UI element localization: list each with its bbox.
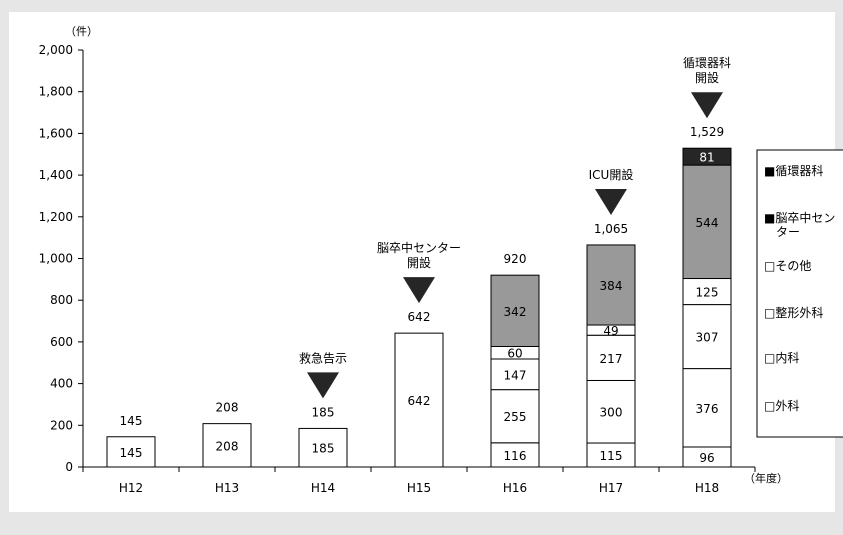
event-marker-triangle <box>307 372 339 399</box>
data-label: 145 <box>120 446 143 460</box>
y-tick-label: 800 <box>50 293 73 307</box>
data-label: 255 <box>504 410 527 424</box>
y-axis-unit: （件） <box>65 25 98 38</box>
data-label: 115 <box>600 449 623 463</box>
y-tick-label: 200 <box>50 418 73 432</box>
bar-segment <box>682 304 732 370</box>
x-tick-label: H14 <box>311 481 335 495</box>
x-axis-unit: （年度） <box>744 471 788 485</box>
bar-segment <box>394 332 444 468</box>
data-label: 125 <box>696 286 719 300</box>
total-label: 185 <box>312 405 335 419</box>
event-marker-triangle <box>403 277 435 304</box>
data-label: 116 <box>504 449 527 463</box>
event-annotation: 救急告示 <box>299 350 347 365</box>
legend-entry: □内科 <box>764 351 799 365</box>
data-label: 60 <box>507 347 522 361</box>
bar-segment <box>682 147 732 166</box>
bar-segment <box>682 278 732 306</box>
x-tick-label: H16 <box>503 481 527 495</box>
y-tick-label: 1,800 <box>39 85 73 99</box>
x-tick-label: H17 <box>599 481 623 495</box>
x-tick-label: H18 <box>695 481 719 495</box>
bar-segment <box>586 334 636 381</box>
x-tick-label: H12 <box>119 481 143 495</box>
data-label: 185 <box>312 442 335 456</box>
event-annotation: 循環器科 <box>683 56 731 70</box>
data-label: 642 <box>408 394 431 408</box>
y-tick-label: 1,200 <box>39 210 73 224</box>
data-label: 96 <box>699 451 714 465</box>
event-marker-triangle <box>691 92 723 119</box>
bar-segment <box>586 379 636 444</box>
data-label: 208 <box>216 439 239 453</box>
data-label: 376 <box>696 402 719 416</box>
data-label: 217 <box>600 352 623 366</box>
y-tick-label: 0 <box>65 460 73 474</box>
bar-segment <box>490 389 540 444</box>
y-tick-label: 400 <box>50 377 73 391</box>
bar-segment <box>586 244 636 326</box>
data-label: 307 <box>696 331 719 345</box>
legend-entry: ター <box>776 225 800 239</box>
legend-entry: ■循環器科 <box>764 164 823 178</box>
y-tick-label: 1,000 <box>39 252 73 266</box>
bar-segment <box>490 358 540 391</box>
bar-segment <box>106 436 156 468</box>
data-label: 544 <box>696 216 719 230</box>
y-tick-label: 600 <box>50 335 73 349</box>
event-annotation: 脳卒中センター <box>377 240 461 255</box>
bar-segment <box>202 423 252 468</box>
total-label: 1,065 <box>594 222 628 236</box>
y-tick-label: 1,400 <box>39 168 73 182</box>
bar-segment <box>298 427 348 468</box>
legend-entry: □整形外科 <box>764 305 823 320</box>
data-label: 342 <box>504 305 527 319</box>
event-annotation: 開設 <box>695 70 719 85</box>
x-tick-label: H15 <box>407 481 431 495</box>
total-label: 208 <box>216 401 239 415</box>
legend-entry: □その他 <box>764 259 811 273</box>
total-label: 920 <box>504 252 527 266</box>
legend-box <box>756 149 843 438</box>
y-tick-label: 2,000 <box>39 43 73 57</box>
legend-entry: □外科 <box>764 399 799 413</box>
x-tick-label: H13 <box>215 481 239 495</box>
y-tick-label: 1,600 <box>39 126 73 140</box>
bar-segment <box>490 442 540 468</box>
bar-segment <box>682 368 732 448</box>
event-annotation: ICU開設 <box>589 167 634 182</box>
data-label: 384 <box>600 279 623 293</box>
data-label: 81 <box>699 151 714 165</box>
bar-segment <box>682 164 732 280</box>
bar-segment <box>490 274 540 347</box>
total-label: 145 <box>120 414 143 428</box>
event-marker-triangle <box>595 188 627 215</box>
data-label: 147 <box>504 368 527 382</box>
data-label: 49 <box>603 324 618 338</box>
total-label: 1,529 <box>690 125 724 139</box>
legend-entry: ■脳卒中セン <box>764 210 835 225</box>
total-label: 642 <box>408 310 431 324</box>
event-annotation: 開設 <box>407 255 431 270</box>
data-label: 300 <box>600 406 623 420</box>
